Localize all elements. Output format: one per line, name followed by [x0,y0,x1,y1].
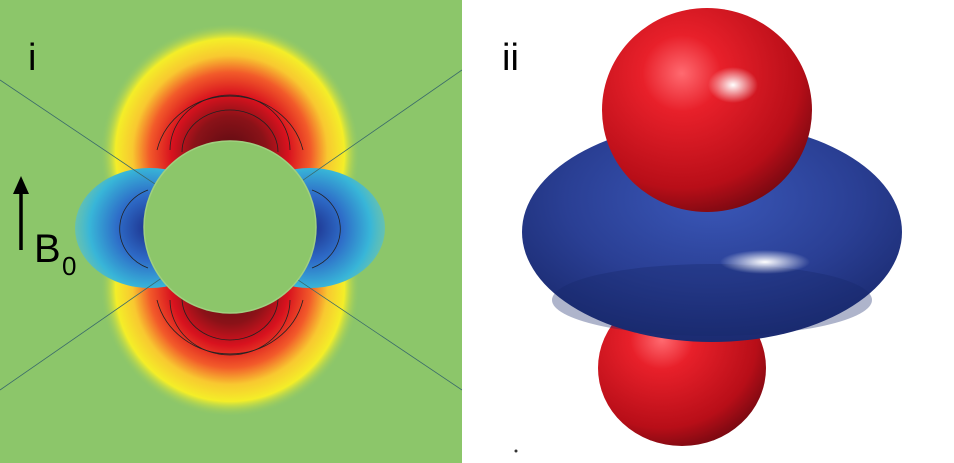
stray-dot [514,449,518,453]
torus-highlight [720,250,810,274]
field-symbol: B [34,227,61,271]
top-lobe-highlight [708,67,758,103]
panel-ii-orbital: ii [502,8,902,453]
up-arrow-icon [13,176,29,250]
blue-torus [522,122,902,342]
top-red-lobe [602,8,812,212]
panel-label-ii: ii [502,37,519,79]
panel-label-i: i [28,37,36,79]
panel-i-field-map: i B 0 [0,0,462,463]
central-sphere [143,140,317,314]
torus-shadow [552,264,872,336]
field-subscript: 0 [62,251,76,281]
contour-lines [119,94,341,356]
